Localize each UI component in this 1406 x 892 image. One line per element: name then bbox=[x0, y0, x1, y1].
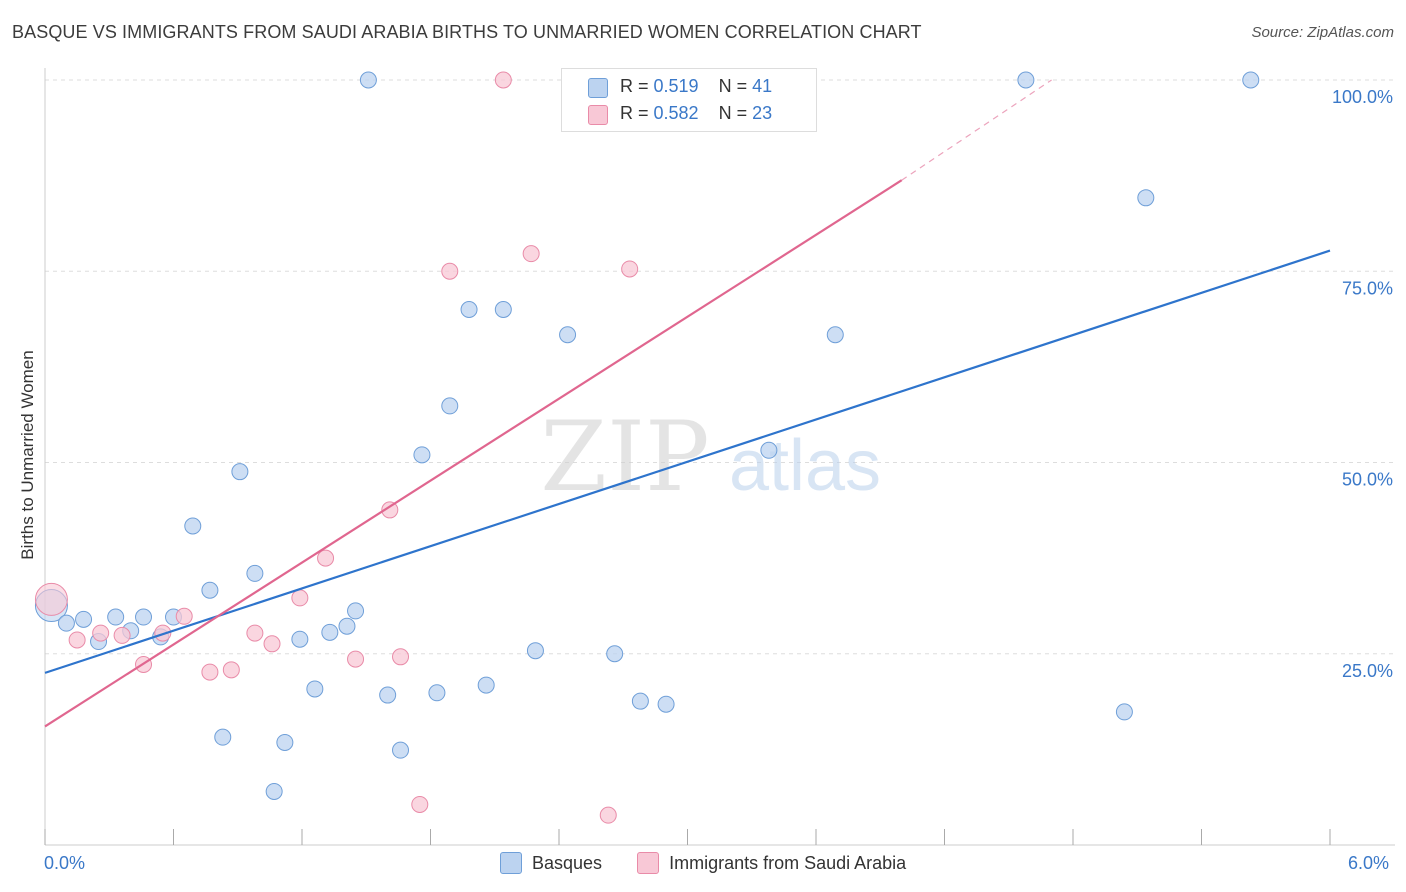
saudi-point bbox=[347, 650, 365, 668]
basques-point bbox=[1017, 71, 1035, 89]
basques-point bbox=[184, 517, 202, 535]
saudi-point bbox=[381, 501, 399, 519]
saudi-point bbox=[34, 582, 68, 616]
saudi-point bbox=[599, 806, 617, 824]
basques-point bbox=[291, 630, 309, 648]
r-value-saudi: 0.582 bbox=[653, 103, 699, 123]
saudi-point bbox=[392, 648, 410, 666]
y-tick-label-50: 50.0% bbox=[1342, 470, 1393, 490]
legend-item-basques: Basques bbox=[500, 852, 603, 875]
saudi-point bbox=[263, 635, 281, 653]
legend-label-saudi: Immigrants from Saudi Arabia bbox=[669, 852, 907, 873]
watermark-atlas: atlas bbox=[729, 426, 881, 506]
saudi-point bbox=[68, 631, 86, 649]
basques-point bbox=[460, 301, 478, 318]
saudi-legend-swatch bbox=[637, 852, 660, 875]
legend-item-saudi: Immigrants from Saudi Arabia bbox=[637, 852, 907, 875]
source-label: Source: ZipAtlas.com bbox=[1251, 24, 1394, 41]
saudi-point bbox=[317, 549, 335, 567]
x-tick-label-max: 6.0% bbox=[1348, 853, 1390, 873]
x-tick-label-min: 0.0% bbox=[44, 853, 86, 873]
basques-point bbox=[606, 645, 624, 663]
basques-points bbox=[34, 71, 1260, 800]
n-value-basques: 41 bbox=[752, 76, 773, 96]
basques-point bbox=[201, 581, 219, 599]
basques-legend-swatch bbox=[500, 852, 522, 875]
basques-point bbox=[428, 684, 446, 702]
basques-point bbox=[477, 676, 495, 694]
basques-point bbox=[441, 397, 459, 415]
saudi-point bbox=[441, 262, 459, 280]
chart-title: BASQUE VS IMMIGRANTS FROM SAUDI ARABIA B… bbox=[12, 22, 922, 42]
basques-point bbox=[1137, 189, 1155, 207]
basques-point bbox=[826, 326, 844, 344]
basques-point bbox=[559, 326, 577, 344]
y-tick-label-25: 25.0% bbox=[1342, 661, 1393, 681]
watermark: ZIP atlas bbox=[540, 401, 881, 513]
saudi-point bbox=[621, 260, 639, 278]
basques-point bbox=[75, 610, 93, 628]
basques-point bbox=[135, 608, 153, 626]
r-label: R = bbox=[620, 103, 654, 123]
basques-point bbox=[657, 695, 675, 713]
basques-point bbox=[246, 564, 264, 582]
saudi-point bbox=[494, 71, 512, 89]
basques-point bbox=[359, 71, 377, 89]
legend-label-basques: Basques bbox=[532, 852, 603, 873]
y-tick-label-100: 100.0% bbox=[1332, 87, 1393, 107]
basques-point bbox=[526, 642, 544, 660]
saudi-point bbox=[92, 624, 110, 642]
saudi-point bbox=[522, 245, 540, 263]
basques-point bbox=[276, 733, 294, 751]
y-tick-label-75: 75.0% bbox=[1342, 278, 1393, 298]
basques-point bbox=[1115, 703, 1133, 721]
basques-point bbox=[107, 608, 125, 626]
saudi-swatch bbox=[588, 105, 608, 125]
saudi-trend-line bbox=[44, 179, 903, 728]
basques-point bbox=[231, 463, 249, 481]
saudi-point bbox=[291, 589, 309, 607]
axes bbox=[44, 68, 1395, 846]
saudi-point bbox=[175, 607, 193, 625]
basques-point bbox=[57, 614, 75, 632]
saudi-point bbox=[246, 624, 264, 642]
basques-point bbox=[321, 623, 339, 641]
basques-trend-line bbox=[44, 249, 1331, 674]
basques-point bbox=[494, 301, 512, 318]
basques-point bbox=[306, 680, 324, 698]
basques-point bbox=[347, 602, 365, 620]
saudi-trend-extension bbox=[901, 79, 1052, 181]
watermark-zip: ZIP bbox=[540, 401, 709, 513]
saudi-point bbox=[411, 795, 429, 813]
n-label: N = bbox=[718, 103, 753, 123]
basques-point bbox=[760, 441, 778, 459]
basques-point bbox=[413, 446, 431, 464]
n-value-saudi: 23 bbox=[752, 103, 773, 123]
basques-point bbox=[265, 782, 283, 800]
n-label: N = bbox=[718, 76, 753, 96]
series-legend: Basques Immigrants from Saudi Arabia bbox=[500, 852, 936, 875]
basques-point bbox=[214, 728, 232, 746]
trend-lines bbox=[44, 79, 1331, 728]
basques-point bbox=[631, 692, 649, 710]
basques-point bbox=[392, 741, 410, 759]
basques-point bbox=[338, 617, 356, 635]
saudi-point bbox=[113, 626, 131, 644]
correlation-legend: R = 0.519 N = 41 R = 0.582 N = 23 bbox=[561, 68, 817, 132]
basques-point bbox=[379, 686, 397, 704]
y-tick-labels: 25.0% 50.0% 75.0% 100.0% bbox=[1332, 87, 1393, 681]
gridlines bbox=[45, 79, 1395, 655]
r-value-basques: 0.519 bbox=[653, 76, 699, 96]
basques-swatch bbox=[588, 78, 608, 98]
r-label: R = bbox=[620, 76, 654, 96]
basques-point bbox=[1242, 71, 1260, 89]
saudi-points bbox=[34, 71, 756, 824]
saudi-point bbox=[222, 661, 240, 679]
saudi-point bbox=[201, 663, 219, 681]
